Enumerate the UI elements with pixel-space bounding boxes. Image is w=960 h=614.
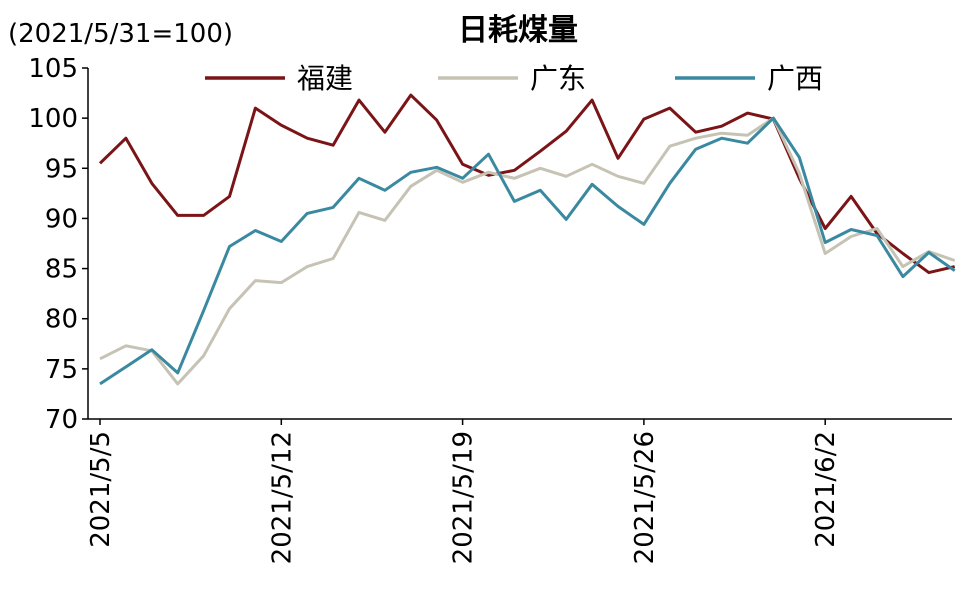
legend-label-2: 广西 (767, 62, 823, 95)
y-tick-label: 80 (45, 305, 78, 335)
y-tick-label: 100 (28, 104, 78, 134)
legend-label-0: 福建 (297, 62, 353, 95)
y-tick-label: 90 (45, 204, 78, 234)
x-tick-label: 2021/5/12 (267, 431, 297, 564)
chart-title: 日耗煤量 (458, 13, 578, 48)
y-tick-label: 105 (28, 54, 78, 84)
y-tick-label: 95 (45, 154, 78, 184)
legend-label-1: 广东 (530, 62, 586, 95)
y-tick-label: 75 (45, 355, 78, 385)
x-tick-label: 2021/6/2 (811, 431, 841, 548)
legend: 福建 广东 广西 (205, 62, 823, 95)
series-line-1 (99, 116, 956, 386)
y-axis-ticks: 70 75 80 85 90 95 100 105 (28, 54, 88, 435)
y-tick-label: 85 (45, 255, 78, 285)
series-lines (98, 93, 956, 386)
x-tick-label: 2021/5/26 (630, 431, 660, 564)
x-axis-ticks: 2021/5/5 2021/5/12 2021/5/19 2021/5/26 2021/… (86, 419, 841, 564)
unit-label: (2021/5/31=100) (8, 19, 233, 49)
x-tick-label: 2021/5/5 (86, 431, 116, 548)
y-tick-label: 70 (45, 405, 78, 435)
series-line-2 (99, 116, 956, 386)
x-tick-label: 2021/5/19 (449, 431, 479, 564)
